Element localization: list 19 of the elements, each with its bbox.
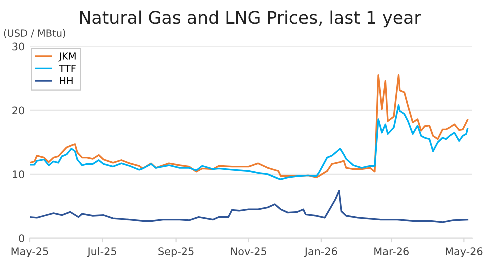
x-tick-label: Jul-25 (87, 247, 116, 258)
y-tick-label: 20 (12, 106, 24, 115)
x-tick-label: May-25 (12, 248, 48, 258)
legend-label: TTF (59, 65, 76, 72)
chart-title: Natural Gas and LNG Prices, last 1 year (80, 10, 422, 28)
legend-label: HH (60, 77, 73, 84)
x-tick-label: Nov-25 (231, 248, 266, 256)
x-tick-label: Jan-26 (304, 248, 338, 258)
y-tick-label: 10 (13, 170, 24, 179)
legend-label: JKM (58, 52, 76, 62)
x-tick-label: Sep-25 (158, 248, 194, 258)
line-series (30, 74, 469, 178)
x-tick-label: Mar-26 (374, 248, 409, 256)
line-series (30, 104, 469, 180)
x-tick-label: May-26 (446, 248, 483, 258)
y-axis-title: (USD / MBtu) (4, 30, 66, 38)
y-tick-label: 0 (19, 234, 24, 242)
y-tick-label: 30 (12, 42, 24, 51)
line-series (30, 190, 469, 224)
